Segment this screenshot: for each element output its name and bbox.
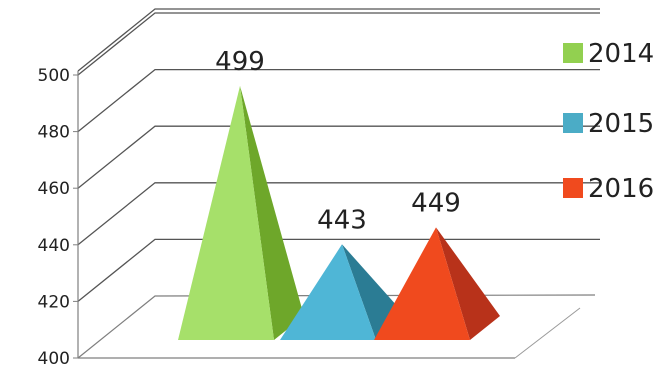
- data-label-2014: 499: [215, 47, 265, 77]
- y-tick-label: 460: [38, 179, 70, 199]
- y-tick-label: 420: [38, 292, 70, 312]
- legend-label: 2015: [588, 109, 654, 139]
- data-labels: 499 443 449: [215, 47, 461, 235]
- legend-label: 2016: [588, 174, 654, 204]
- pyramid-front-face: [374, 227, 470, 340]
- pyramid-side-face: [240, 85, 304, 340]
- data-label-2016: 449: [411, 188, 461, 218]
- pyramid-2016: [374, 227, 500, 340]
- legend-item-2015: 2015: [563, 109, 654, 139]
- y-tick-label: 480: [38, 123, 70, 143]
- legend-item-2016: 2016: [563, 174, 654, 204]
- gridline: [77, 238, 600, 302]
- legend-swatch: [563, 43, 583, 63]
- floor-right-edge: [514, 307, 581, 359]
- legend: 2014 2015 2016: [563, 39, 654, 204]
- grid-layer: [77, 8, 600, 359]
- pyramids: [178, 85, 500, 340]
- y-tick-label: 400: [38, 349, 70, 369]
- pyramid-front-face: [178, 85, 274, 340]
- pyramid-2014: [178, 85, 304, 340]
- legend-label: 2014: [588, 39, 654, 69]
- y-tick-labels: 400 420 440 460 480 500: [38, 66, 70, 369]
- gridline: [77, 182, 600, 246]
- legend-swatch: [563, 178, 583, 198]
- pyramid-front-face: [280, 244, 376, 340]
- y-tick-label: 440: [38, 236, 70, 256]
- gridline: [77, 68, 600, 133]
- y-axis: [73, 71, 79, 359]
- top-back-edge: [77, 8, 600, 72]
- legend-item-2014: 2014: [563, 39, 654, 69]
- pyramid-side-face: [436, 227, 500, 340]
- gridline: [77, 125, 600, 189]
- data-label-2015: 443: [317, 205, 367, 235]
- gridline: [77, 12, 600, 76]
- y-tick-label: 500: [38, 66, 70, 86]
- legend-swatch: [563, 113, 583, 133]
